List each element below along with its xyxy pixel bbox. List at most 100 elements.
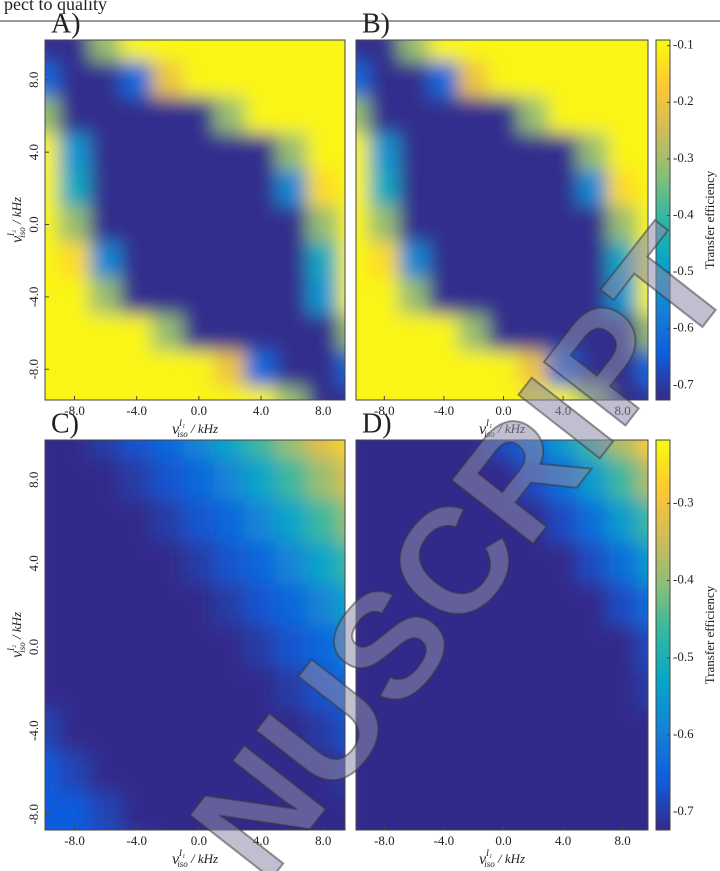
cell	[151, 440, 184, 460]
cell	[458, 709, 490, 753]
cell	[356, 792, 370, 830]
cell	[637, 709, 648, 753]
cell	[517, 751, 549, 794]
cell	[182, 583, 215, 627]
cell	[577, 667, 609, 711]
cell	[398, 709, 430, 753]
cell	[458, 751, 490, 794]
cell	[276, 751, 309, 794]
cell	[338, 350, 345, 388]
cell	[58, 458, 91, 502]
cell	[398, 133, 430, 171]
cell	[368, 350, 400, 388]
cell	[276, 133, 309, 171]
cell	[276, 205, 309, 244]
cell	[517, 314, 549, 352]
cell	[368, 500, 400, 543]
cell	[398, 541, 430, 585]
cell	[307, 751, 340, 794]
cell	[428, 583, 460, 627]
plot-frame	[355, 439, 649, 831]
y-axis-label: νI₂iso / kHz	[6, 612, 27, 658]
cell	[58, 500, 91, 543]
x-tick-label: 0.0	[495, 833, 511, 848]
label-part: iso	[484, 859, 495, 869]
cell	[458, 40, 490, 63]
cell	[58, 133, 91, 171]
cell	[428, 97, 460, 135]
cell	[488, 709, 519, 753]
cell	[120, 709, 153, 753]
cell	[245, 97, 278, 135]
x-tick-label: -8.0	[64, 833, 85, 848]
cell	[213, 61, 247, 99]
cell	[577, 792, 609, 830]
cell	[637, 61, 648, 99]
cell	[182, 792, 215, 830]
cell	[637, 205, 648, 244]
cell	[276, 792, 309, 830]
cell	[58, 792, 91, 830]
cell	[577, 458, 609, 502]
cell	[89, 583, 122, 627]
cell	[547, 133, 579, 171]
cell	[245, 440, 278, 460]
cell	[547, 386, 579, 400]
cell	[428, 169, 460, 207]
cell	[89, 541, 122, 585]
cell	[182, 169, 215, 207]
cell	[488, 40, 519, 63]
y-tick-label: -8.0	[26, 804, 41, 825]
cell	[637, 169, 648, 207]
cell	[120, 133, 153, 171]
cell	[368, 541, 400, 585]
cell	[517, 583, 549, 627]
cell	[182, 40, 215, 63]
x-tick-label: 4.0	[555, 833, 571, 848]
cell	[245, 386, 278, 400]
cell	[58, 97, 91, 135]
cell	[151, 61, 184, 99]
cell	[213, 792, 247, 830]
cell	[89, 40, 122, 63]
cell	[120, 792, 153, 830]
cell	[607, 386, 639, 400]
cell	[245, 242, 278, 280]
cell	[577, 314, 609, 352]
cell	[517, 792, 549, 830]
cell	[89, 205, 122, 244]
cell	[213, 583, 247, 627]
cell	[151, 169, 184, 207]
cell	[607, 440, 639, 460]
label-part: I₁	[485, 418, 492, 428]
cell	[517, 40, 549, 63]
cell	[607, 61, 639, 99]
cell	[637, 242, 648, 280]
cell	[120, 625, 153, 669]
cell	[428, 205, 460, 244]
label-part: ν	[9, 235, 26, 243]
heatmap	[45, 440, 345, 830]
cell	[213, 751, 247, 794]
cell	[517, 205, 549, 244]
cell	[151, 205, 184, 244]
y-tick-label: -4.0	[26, 720, 41, 741]
heatmap	[356, 440, 648, 830]
plot-area	[45, 40, 345, 400]
cell	[488, 440, 519, 460]
cell	[245, 278, 278, 316]
cell	[577, 541, 609, 585]
cell	[368, 205, 400, 244]
cell	[368, 751, 400, 794]
cell	[45, 386, 60, 400]
cell	[577, 709, 609, 753]
label-part: / kHz	[495, 421, 525, 436]
cell	[488, 625, 519, 669]
cell	[607, 792, 639, 830]
x-axis-label: νI₁ iso / kHz	[172, 848, 218, 869]
cell	[276, 97, 309, 135]
y-tick-label: -4.0	[26, 287, 41, 308]
cell	[338, 133, 345, 171]
colorbar-tick-label: -0.2	[673, 93, 694, 108]
cell	[428, 133, 460, 171]
